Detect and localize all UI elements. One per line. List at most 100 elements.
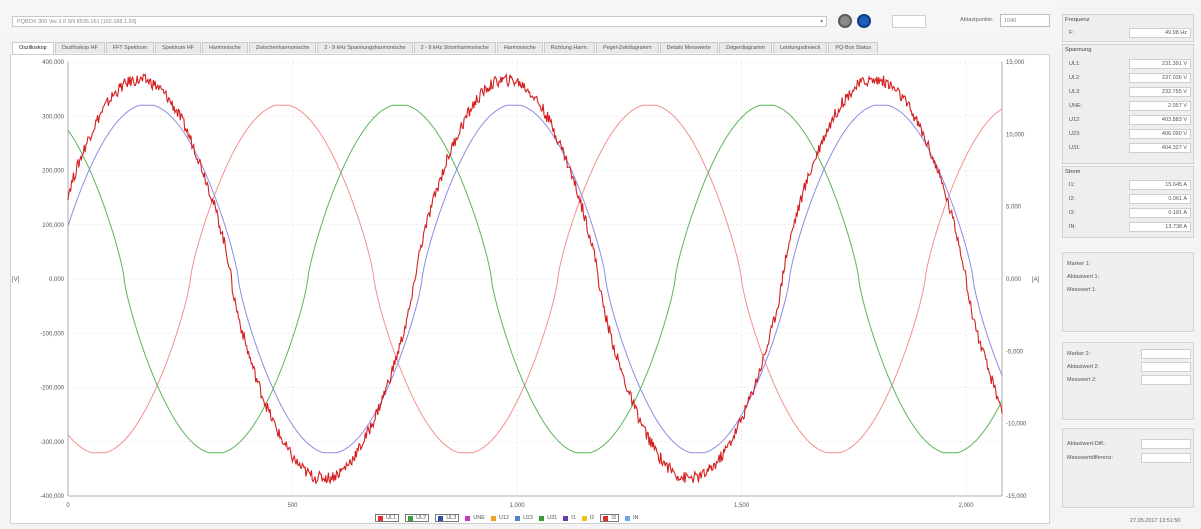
tab-12[interactable]: Zeigerdiagramm [718, 42, 772, 53]
frequency-title: Frequenz [1065, 17, 1090, 23]
diff-field[interactable] [1141, 453, 1191, 463]
frequency-panel: Frequenz F: 49.98 Hz [1062, 14, 1194, 42]
tab-0[interactable]: Oszilloskop [12, 42, 54, 54]
x-tick-label: 1,500 [734, 503, 750, 509]
tab-9[interactable]: Richtung Harm. [543, 42, 596, 53]
tab-bar: Oszilloskop Oszilloskop HF FFT Spektrum Spe… [12, 42, 879, 54]
x-tick-label: 1,000 [510, 503, 526, 509]
marker2-field[interactable] [1141, 349, 1191, 359]
voltage-value: 232.755 V [1129, 87, 1191, 97]
y-right-tick-label: 10,000 [1006, 132, 1025, 138]
current-value: 15.645 A [1129, 180, 1191, 190]
voltage-value: 404.327 V [1129, 143, 1191, 153]
y-left-tick-label: 0,000 [49, 277, 65, 283]
legend-label: I1 [571, 515, 576, 521]
toolbar: PQBOX 300 Ver.3.0 SN 8536.161 [192.168.1… [0, 0, 1058, 38]
marker2-field[interactable] [1141, 375, 1191, 385]
legend-swatch [563, 515, 569, 521]
voltage-value: 237.036 V [1129, 73, 1191, 83]
series-line [67, 104, 1003, 454]
diff-label: Messwertdifferenz: [1067, 455, 1114, 461]
current-value: 0.181 A [1129, 208, 1191, 218]
legend-label: UL1 [386, 515, 397, 521]
device-select[interactable]: PQBOX 300 Ver.3.0 SN 8536.161 [192.168.1… [12, 16, 827, 27]
diff-label: Abtastwert-Diff.: [1067, 441, 1107, 447]
current-label: I1: [1069, 182, 1076, 188]
legend-item[interactable]: UL2 [405, 514, 430, 522]
diff-row: Messwertdifferenz: [1067, 453, 1191, 464]
legend-swatch [581, 515, 587, 521]
measurements-sidebar: Frequenz F: 49.98 Hz Spannung UL1: 231.39… [1062, 14, 1196, 514]
voltage-row: UL3: 232.755 V [1066, 87, 1191, 98]
marker1-label: Messwert 1: [1067, 287, 1097, 293]
legend-item[interactable]: UL1 [375, 514, 400, 522]
legend-swatch [603, 515, 609, 521]
marker1-label: Abtastwert 1: [1067, 274, 1100, 280]
legend-swatch [378, 515, 383, 521]
tab-3[interactable]: Spektrum HF [155, 42, 201, 53]
legend-item[interactable]: UL3 [435, 514, 460, 522]
marker1-row: Abtastwert 1: [1067, 272, 1191, 283]
tab-5[interactable]: Zwischenharmonische [248, 42, 317, 53]
oscilloscope-chart[interactable]: 400,000 300,000 200,000 100,000 0,000 -100,00… [10, 54, 1050, 524]
play-button[interactable] [857, 14, 871, 28]
y-left-tick-label: -400,000 [40, 494, 64, 500]
tab-11[interactable]: Details Messwerte [659, 42, 718, 53]
current-label: I2: [1069, 196, 1076, 202]
legend-item[interactable]: I2 [581, 515, 594, 521]
toolbar-field[interactable] [892, 15, 926, 28]
legend-item[interactable]: I1 [563, 515, 576, 521]
marker1-label: Marker 1: [1067, 261, 1091, 267]
series-line [67, 104, 1003, 454]
y-right-tick-label: 15,000 [1006, 60, 1025, 66]
frequency-row: F: 49.98 Hz [1066, 28, 1191, 39]
tab-4[interactable]: Harmonische [201, 42, 248, 53]
sample-rate-select[interactable]: 1040 [1000, 14, 1050, 27]
legend-label: UL2 [416, 515, 427, 521]
tab-7[interactable]: 2 - 9 kHz Stromharmonische [413, 42, 496, 53]
tab-14[interactable]: PQ-Box Status [828, 42, 879, 53]
marker1-panel: Marker 1: Abtastwert 1: Messwert 1: [1062, 252, 1194, 332]
y-left-tick-label: -200,000 [40, 386, 64, 392]
voltage-value: 403.883 V [1129, 115, 1191, 125]
marker2-label: Marker 2: [1067, 351, 1091, 357]
tab-10[interactable]: Pegel-Zeitdiagramm [596, 42, 659, 53]
series-line [67, 72, 1003, 485]
x-tick-label: 500 [288, 503, 299, 509]
tab-8[interactable]: Harmonische [496, 42, 543, 53]
marker2-label: Abtastwert 2: [1067, 364, 1100, 370]
current-value: 13.738 A [1129, 222, 1191, 232]
legend-label: IN [632, 515, 639, 521]
legend-item[interactable]: U31 [539, 515, 557, 521]
legend-label: U12 [498, 515, 509, 521]
tab-2[interactable]: FFT Spektrum [105, 42, 155, 53]
y-right-tick-label: -10,000 [1006, 422, 1027, 428]
legend-item[interactable]: I3 [600, 514, 619, 522]
diff-row: Abtastwert-Diff.: [1067, 439, 1191, 450]
y-right-axis-label: [A] [1032, 277, 1040, 283]
diff-field[interactable] [1141, 439, 1191, 449]
series-line [67, 104, 1003, 454]
tab-6[interactable]: 2 - 9 kHz Spannungsharmonische [317, 42, 413, 53]
x-tick-label: 0 [66, 503, 70, 509]
legend-item[interactable]: IN [624, 515, 639, 521]
y-left-tick-label: -100,000 [40, 331, 64, 337]
legend-swatch [408, 515, 414, 521]
voltage-label: U23: [1069, 131, 1081, 137]
voltage-label: UNE: [1069, 103, 1083, 109]
legend-item[interactable]: UNE [465, 515, 485, 521]
marker2-field[interactable] [1141, 362, 1191, 372]
voltage-row: U31: 404.327 V [1066, 143, 1191, 154]
legend-label: U31 [547, 515, 558, 521]
voltage-row: U12: 403.883 V [1066, 115, 1191, 126]
timestamp: 27.05.2017 13:51:50 [1130, 518, 1181, 524]
legend-item[interactable]: U23 [515, 515, 533, 521]
legend-item[interactable]: U12 [490, 515, 509, 521]
marker2-row: Marker 2: [1067, 349, 1191, 360]
current-row: I3: 0.181 A [1066, 208, 1191, 219]
stop-button[interactable] [838, 14, 852, 28]
marker2-label: Messwert 2: [1067, 377, 1097, 383]
legend-swatch [624, 515, 630, 521]
tab-1[interactable]: Oszilloskop HF [54, 42, 105, 53]
tab-13[interactable]: Leistungsdreieck [772, 42, 828, 53]
